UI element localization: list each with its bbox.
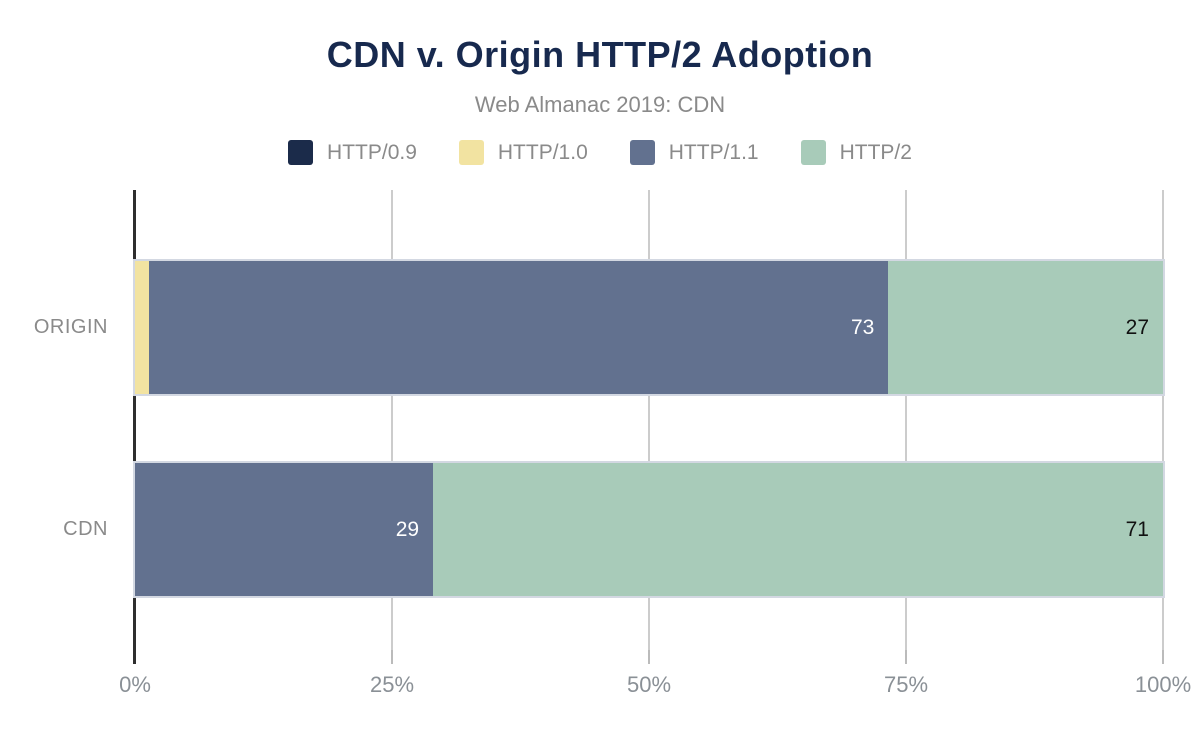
legend-label: HTTP/2 (839, 140, 912, 164)
bar-segment[interactable]: 73 (149, 261, 889, 394)
x-axis-tick-label: 100% (1134, 672, 1192, 697)
legend-label: HTTP/0.9 (327, 140, 417, 164)
plot-area: 73 27 29 71 (0, 190, 1200, 664)
legend-label: HTTP/1.1 (668, 140, 759, 164)
axis-tick (905, 650, 907, 664)
legend-swatch-icon (629, 140, 655, 165)
legend-item: HTTP/1.0 (458, 140, 588, 165)
gridline (905, 190, 907, 650)
x-axis-tick-label: 75% (883, 672, 929, 697)
gridline (391, 190, 393, 650)
y-axis-line (133, 190, 136, 664)
legend-swatch-icon (288, 140, 314, 165)
x-axis-labels: 0% 25% 50% 75% 100% (0, 664, 1200, 704)
gridline (648, 190, 650, 650)
legend: HTTP/0.9 HTTP/1.0 HTTP/1.1 HTTP/2 (0, 140, 1200, 165)
legend-item: HTTP/2 (800, 140, 912, 165)
bar-segment[interactable]: 27 (888, 261, 1163, 394)
chart-subtitle: Web Almanac 2019: CDN (474, 92, 726, 117)
legend-label: HTTP/1.0 (497, 140, 588, 164)
x-axis-tick-label: 0% (119, 672, 151, 697)
category-label: ORIGIN (33, 316, 108, 338)
x-axis-tick-label: 25% (369, 672, 415, 697)
bar-segment[interactable]: 29 (135, 463, 434, 596)
axis-tick (1162, 650, 1164, 664)
bar-segment[interactable] (135, 261, 149, 394)
bar-row: 73 27 (133, 259, 1165, 396)
axis-tick (648, 650, 650, 664)
category-label: CDN (63, 518, 108, 540)
axis-tick (391, 650, 393, 664)
legend-item: HTTP/0.9 (288, 140, 417, 165)
gridline (1162, 190, 1164, 650)
chart-title: CDN v. Origin HTTP/2 Adoption (326, 34, 874, 75)
legend-swatch-icon (800, 140, 826, 165)
legend-item: HTTP/1.1 (629, 140, 759, 165)
legend-swatch-icon (458, 140, 484, 165)
bar-row: 29 71 (133, 461, 1165, 598)
x-axis-tick-label: 50% (626, 672, 672, 697)
bar-segment[interactable]: 71 (433, 463, 1163, 596)
